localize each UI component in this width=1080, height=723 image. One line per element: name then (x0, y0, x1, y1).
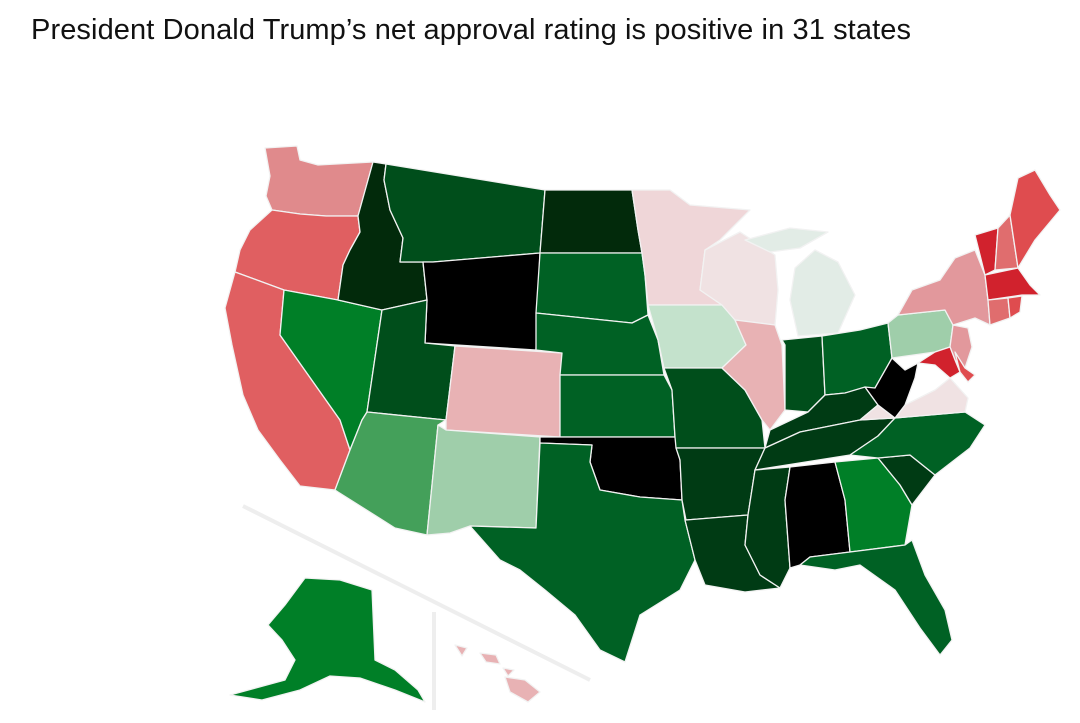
state-WY[interactable] (422, 252, 541, 351)
state-MI[interactable] (744, 227, 856, 337)
states-layer (224, 145, 1061, 703)
state-DE[interactable] (954, 351, 976, 383)
state-MT[interactable] (383, 163, 546, 263)
state-ME[interactable] (1009, 169, 1061, 269)
state-RI[interactable] (1007, 295, 1023, 319)
state-TX[interactable] (469, 442, 696, 663)
chart-title: President Donald Trump’s net approval ra… (31, 14, 912, 46)
state-FL[interactable] (799, 539, 953, 656)
state-HI[interactable] (454, 644, 541, 703)
state-CO[interactable] (445, 345, 563, 438)
state-WV[interactable] (864, 357, 919, 419)
state-SD[interactable] (535, 252, 649, 324)
state-NM[interactable] (426, 424, 541, 536)
state-CT[interactable] (987, 297, 1011, 326)
state-IL[interactable] (721, 319, 786, 431)
state-WA[interactable] (264, 145, 374, 217)
state-AK[interactable] (229, 577, 426, 703)
state-MA[interactable] (984, 267, 1041, 301)
state-ND[interactable] (539, 189, 643, 254)
state-AZ[interactable] (334, 411, 447, 536)
inset-divider-line (242, 504, 591, 682)
state-KS[interactable] (559, 374, 676, 438)
state-MD[interactable] (917, 346, 961, 379)
